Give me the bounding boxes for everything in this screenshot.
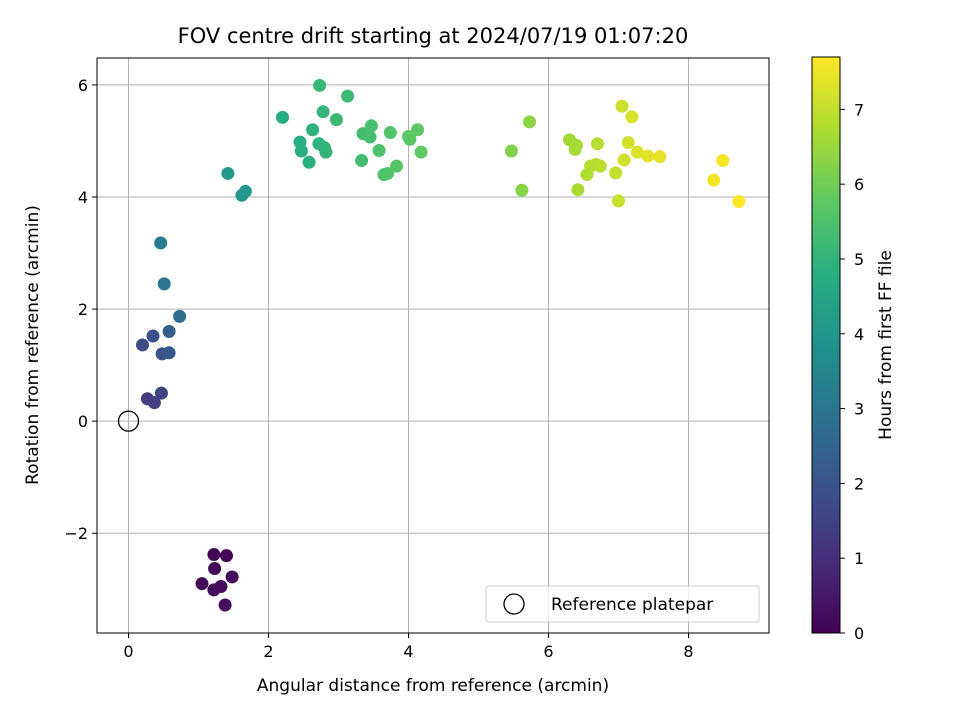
data-point [302,155,316,169]
data-point [147,396,161,410]
data-point [220,549,233,563]
colorbar-tick-label: 5 [854,250,864,269]
grid-lines [97,58,769,633]
colorbar-tick-label: 3 [854,400,864,419]
data-point [591,137,604,151]
data-point [208,562,222,576]
data-point [221,166,235,180]
data-point [593,159,607,173]
legend-box [485,585,760,623]
data-point [653,150,667,164]
data-point [214,579,228,593]
legend-label-reference: Reference platepar [551,595,713,615]
y-axis-label: Rotation from reference (arcmin) [23,205,43,485]
x-tick-label: 2 [263,642,273,661]
data-point [630,145,644,159]
data-point [571,183,585,197]
data-point [403,132,417,146]
data-point [319,145,333,159]
data-point [136,338,149,352]
data-points [117,78,746,612]
data-point [355,154,369,168]
data-point [609,166,623,180]
y-tick-label: 4 [78,188,88,207]
legend: Reference platepar [485,585,760,623]
y-tick-label: 2 [78,300,88,319]
data-point [612,194,625,208]
data-point [341,89,355,103]
data-point [621,136,635,150]
colorbar-tick-label: 2 [854,474,864,493]
data-point [383,126,397,140]
data-point [523,115,537,129]
data-point [157,277,171,291]
data-point [218,598,232,612]
data-point [294,144,308,158]
data-point [306,123,320,137]
data-point [225,570,239,584]
colorbar-tick-label: 4 [854,325,864,344]
data-point [617,153,631,167]
data-point [716,154,730,168]
data-point [515,183,529,197]
x-tick-label: 8 [683,642,693,661]
data-point [313,78,327,92]
data-point [154,236,168,250]
data-point [625,110,639,124]
data-point [390,159,404,173]
y-tick-label: 6 [78,76,88,95]
data-point [207,548,221,562]
data-point [162,346,176,360]
colorbar-gradient [811,56,841,634]
colorbar: 0 1 2 3 4 5 6 7 Hours from first FF file [811,56,896,643]
plot-frame [96,57,770,634]
data-point [154,386,168,400]
y-tick-label: 0 [78,412,88,431]
x-axis-label: Angular distance from reference (arcmin) [257,676,609,696]
data-point [411,123,425,137]
data-point [570,138,583,152]
colorbar-ticks: 0 1 2 3 4 5 6 7 [840,100,864,643]
chart-title: FOV centre drift starting at 2024/07/19 … [178,24,689,48]
x-tick-label: 0 [123,642,133,661]
x-axis-ticks: 0 2 4 6 8 [123,633,694,661]
data-point [195,577,209,591]
data-point [504,144,518,158]
colorbar-tick-label: 0 [854,624,864,643]
legend-marker-reference [503,593,525,615]
data-point [162,324,176,338]
y-tick-label: −2 [64,524,88,543]
x-tick-label: 4 [403,642,413,661]
y-axis-ticks: −2 0 2 4 6 [64,76,97,543]
data-point [732,194,746,208]
data-point [146,329,160,343]
data-point [381,166,394,180]
data-point [707,173,721,187]
x-tick-label: 6 [543,642,553,661]
data-point [641,149,655,163]
data-point [414,145,428,159]
data-point [173,309,187,323]
data-point [615,99,629,113]
data-point [329,113,343,127]
colorbar-label: Hours from first FF file [876,250,896,440]
colorbar-tick-label: 1 [854,549,864,568]
data-point [276,110,289,124]
data-point [363,130,377,144]
data-point [238,184,252,198]
colorbar-tick-label: 6 [854,175,864,194]
reference-platepar-marker [117,410,140,432]
data-point [372,143,386,157]
data-point [316,105,330,119]
data-point [364,119,378,133]
colorbar-tick-label: 7 [854,100,864,119]
